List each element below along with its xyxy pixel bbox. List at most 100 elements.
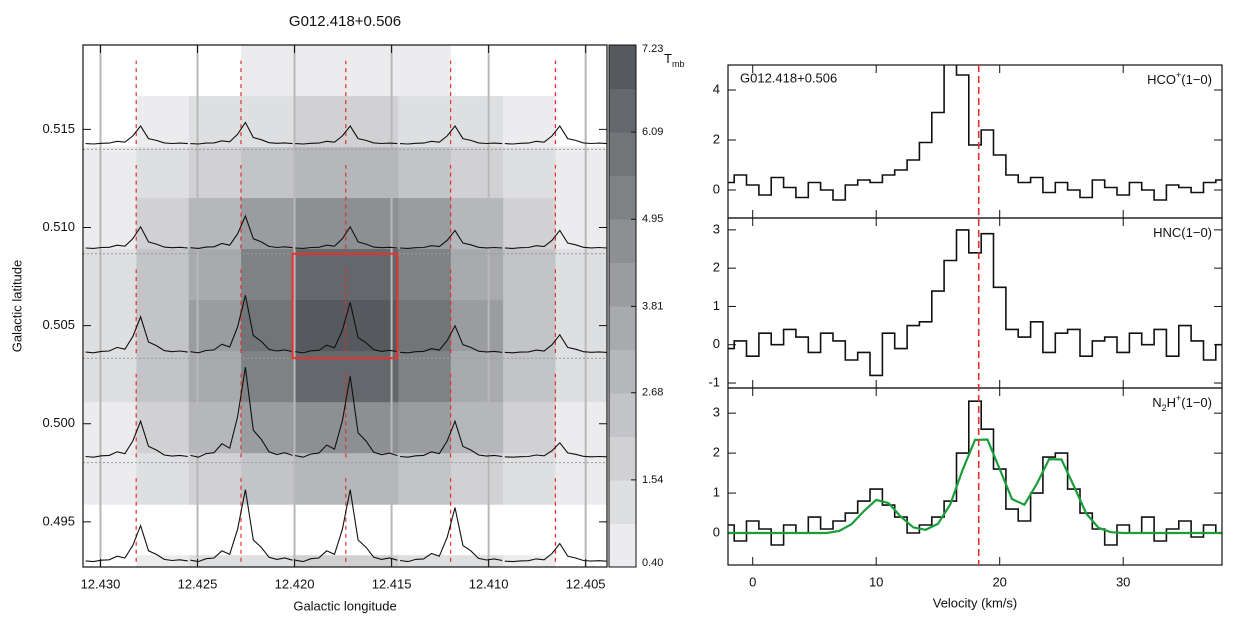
spectrum-line	[399, 324, 503, 354]
panel-label-part: (1−0)	[1181, 72, 1212, 87]
map-cell	[555, 453, 607, 505]
panel-label-part: H	[1167, 395, 1176, 410]
map-cell	[450, 555, 504, 567]
panel-plot	[728, 65, 1222, 201]
spectrum-line	[504, 441, 608, 458]
map-cell	[450, 45, 504, 97]
map-cell	[136, 249, 190, 301]
colorbar-band	[609, 523, 636, 568]
map-cell	[293, 453, 347, 505]
spectrum-line	[504, 333, 608, 354]
panel-label-part: (1−0)	[1181, 395, 1212, 410]
x-axis-label: Velocity (km/s)	[933, 595, 1018, 610]
map-cell	[398, 453, 452, 505]
map-cell	[503, 300, 557, 352]
y-tick-label: 0	[713, 524, 720, 539]
map-cell	[241, 45, 295, 97]
panel-label: HCO+(1−0)	[1147, 70, 1212, 87]
gaussian-fit	[728, 438, 1222, 535]
y-tick-label: 2	[713, 445, 720, 460]
panel-frame	[727, 387, 1223, 566]
y-tick-label: 0.510	[42, 219, 75, 234]
panel-label-part: HNC(1−0)	[1153, 225, 1212, 240]
map-cell	[555, 402, 607, 454]
spectrum-line	[295, 376, 398, 458]
y-axis-label: Galactic latitude	[9, 260, 24, 353]
colorbar-band	[609, 132, 636, 176]
map-cell	[503, 351, 557, 403]
colorbar-tick-label: 1.54	[642, 474, 663, 486]
map-cell	[398, 147, 452, 199]
map-cell	[398, 555, 452, 567]
map-cell	[398, 351, 452, 403]
map-cell	[136, 198, 190, 250]
panel-label: HNC(1−0)	[1153, 225, 1212, 240]
colorbar-label-main: T	[664, 51, 672, 66]
map-cell	[83, 402, 137, 454]
x-tick-label: 12.405	[566, 576, 606, 591]
colorbar-band	[609, 262, 636, 307]
x-axis-label: Galactic longitude	[293, 598, 396, 613]
map-cell	[503, 555, 557, 567]
map-cell	[293, 45, 347, 97]
map-cell	[503, 96, 557, 148]
map-cell	[503, 198, 557, 250]
colorbar-band	[609, 393, 636, 437]
map-cell	[188, 555, 242, 567]
colorbar-label: Tmb	[664, 51, 684, 69]
map-cell	[503, 453, 557, 505]
map-cell	[345, 147, 399, 199]
map-cell	[83, 351, 137, 403]
spectrum-line	[295, 302, 398, 354]
map-cell	[83, 300, 137, 352]
colorbar-label-sub: mb	[672, 59, 685, 69]
spectrum-line	[399, 229, 503, 249]
map-cell	[555, 249, 607, 301]
panel-label-part: HCO	[1147, 72, 1176, 87]
colorbar-band	[609, 175, 636, 220]
map-cell	[450, 249, 504, 301]
y-tick-label: 3	[713, 221, 720, 236]
spectrum-line	[190, 367, 293, 458]
panel-label-part: +	[1176, 393, 1181, 403]
map-cell	[136, 453, 190, 505]
map-cell	[83, 453, 137, 505]
spectrum-step	[728, 65, 1222, 201]
map-cell	[83, 96, 137, 148]
spectrum-step	[728, 400, 1222, 546]
spectrum-line	[295, 225, 398, 249]
map-cell	[503, 249, 557, 301]
x-tick-label: 12.420	[275, 576, 315, 591]
map-cell	[136, 147, 190, 199]
map-cell	[241, 351, 295, 403]
colorbar-tick-label: 0.40	[642, 557, 663, 569]
panel-plot	[728, 229, 1222, 377]
map-cell	[398, 45, 452, 97]
map-cell	[83, 555, 137, 567]
spectrum-line	[85, 125, 188, 145]
map-cell	[555, 147, 607, 199]
map-image	[83, 45, 607, 567]
spectrum-line	[190, 295, 293, 354]
map-cell	[398, 96, 452, 148]
colorbar-band	[609, 349, 636, 394]
map-cell	[450, 147, 504, 199]
map-cell	[293, 402, 347, 454]
x-tick-label: 12.430	[81, 576, 121, 591]
map-cell	[83, 147, 137, 199]
map-cell	[136, 96, 190, 148]
x-tick-label: 20	[992, 574, 1006, 589]
map-cell	[241, 198, 295, 250]
spectrum-line	[190, 121, 293, 145]
map-cell	[555, 555, 607, 567]
panel-frame	[727, 64, 1223, 219]
x-tick-label: 12.415	[372, 576, 412, 591]
spectrum-line	[295, 489, 398, 563]
y-tick-label: 3	[713, 405, 720, 420]
map-cell	[293, 198, 347, 250]
colorbar-band	[609, 219, 636, 263]
map-cell	[83, 198, 137, 250]
spectrum-line	[295, 125, 398, 145]
colorbar-tick-label: 6.09	[642, 126, 663, 138]
colorbar-tick-label: 7.23	[642, 43, 663, 55]
